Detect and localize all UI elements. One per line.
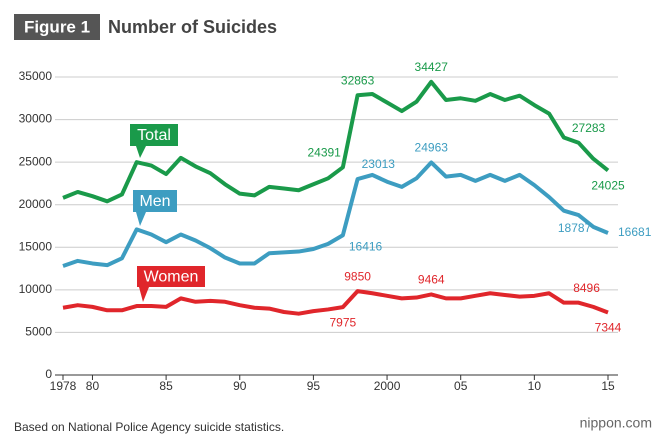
x-tick-label: 15 — [601, 379, 615, 393]
x-tick-label: 90 — [233, 379, 247, 393]
legend-pointer — [136, 212, 146, 226]
legend-box — [130, 124, 178, 146]
legend-label: Women — [144, 269, 199, 286]
series-line — [62, 79, 610, 204]
y-tick-label: 10000 — [19, 282, 53, 296]
x-tick-label: 05 — [454, 379, 468, 393]
x-tick-label: 1978 — [50, 379, 77, 393]
figure-label-box — [14, 14, 100, 40]
plot: 0 5000 10000 15000 20000 25000 30000 35000 1978 8… — [19, 60, 652, 393]
x-tick-label: 2000 — [374, 379, 401, 393]
y-tick-label: 30000 — [19, 112, 53, 126]
data-label: 32863 — [341, 73, 375, 87]
y-tick-label: 0 — [45, 367, 52, 381]
legend-pointer — [139, 287, 149, 302]
data-label: 27283 — [572, 121, 606, 135]
data-label: 18787 — [558, 221, 592, 235]
data-label: 24025 — [591, 179, 625, 193]
series-line — [62, 160, 609, 268]
data-label: 16681 — [618, 225, 652, 239]
source-note: Based on National Police Agency suicide … — [14, 420, 284, 434]
credit: nippon.com — [580, 415, 652, 431]
data-label: 16416 — [349, 239, 383, 253]
y-tick-label: 15000 — [19, 239, 53, 253]
data-label: 23013 — [362, 157, 396, 171]
data-label: 34427 — [415, 60, 449, 74]
y-tick-label: 20000 — [19, 197, 53, 211]
legend-box — [137, 266, 205, 287]
data-label: 7344 — [595, 321, 622, 335]
x-tick-label: 85 — [159, 379, 173, 393]
x-tick-label: 95 — [307, 379, 321, 393]
y-tick-label: 5000 — [25, 325, 52, 339]
legend-pointer — [136, 146, 146, 158]
y-tick-label: 35000 — [19, 69, 53, 83]
data-label: 7975 — [330, 315, 357, 329]
data-label: 24391 — [307, 145, 341, 159]
legend-box — [133, 190, 177, 212]
chart-title: Number of Suicides — [108, 17, 277, 37]
x-tick-label: 80 — [86, 379, 100, 393]
y-tick-label: 25000 — [19, 154, 53, 168]
data-label: 9850 — [344, 269, 371, 283]
legend-label: Men — [139, 193, 170, 210]
legend-label: Total — [137, 127, 171, 144]
data-label: 24963 — [415, 141, 449, 155]
series-line — [62, 289, 609, 316]
x-tick-label: 10 — [528, 379, 542, 393]
figure-label: Figure 1 — [24, 17, 90, 36]
data-label: 9464 — [418, 273, 445, 287]
data-label: 8496 — [573, 281, 600, 295]
